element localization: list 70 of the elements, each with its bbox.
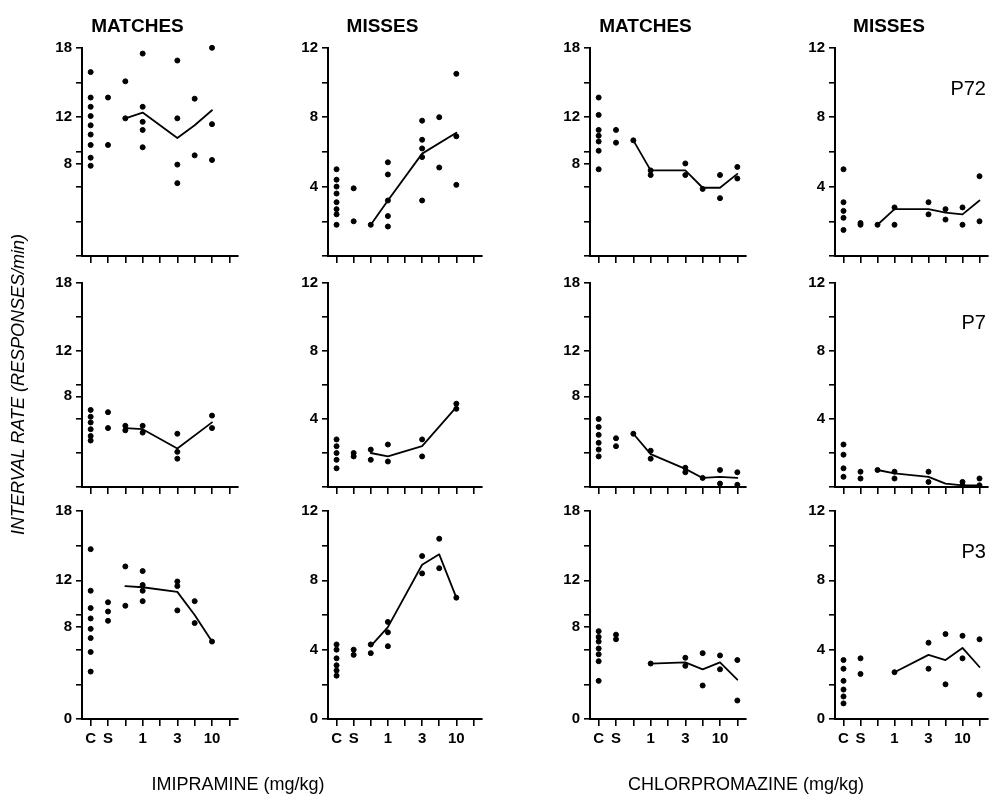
x-tick-label: C — [593, 729, 605, 747]
y-tick-label: 0 — [816, 709, 825, 727]
x-tick-label: 1 — [138, 729, 147, 747]
x-tick-label: 1 — [646, 729, 655, 747]
y-tick-label: 8 — [63, 153, 72, 171]
x-tick-label: S — [102, 729, 114, 747]
annotation: P72 — [950, 76, 986, 99]
y-tick-label: 0 — [309, 709, 318, 727]
y-tick-label: 12 — [808, 273, 825, 291]
annotation: P7 — [961, 311, 986, 334]
x-tick-label: C — [85, 729, 97, 747]
annotation: P3 — [961, 540, 986, 563]
chart-title: MATCHES — [599, 14, 692, 36]
y-tick-label: 18 — [55, 37, 72, 55]
y-tick-label: 4 — [816, 639, 826, 657]
y-tick-label: 4 — [309, 176, 319, 194]
y-tick-label: 4 — [309, 639, 319, 657]
chart-title: MISSES — [346, 14, 419, 36]
x-tick-label: 3 — [924, 729, 933, 747]
y-tick-label: 0 — [571, 709, 580, 727]
y-tick-label: 12 — [55, 107, 72, 125]
y-tick-label: 12 — [55, 570, 72, 588]
y-tick-label: 12 — [301, 37, 318, 55]
x-tick-label: 1 — [383, 729, 393, 747]
x-tick-label: 10 — [447, 729, 465, 747]
y-tick-label: 8 — [816, 341, 825, 359]
y-tick-label: 8 — [571, 386, 580, 404]
x-tick-label: C — [838, 729, 850, 747]
y-tick-label: 4 — [309, 409, 319, 427]
chart-title: MATCHES — [91, 14, 184, 36]
y-tick-label: 12 — [563, 570, 580, 588]
x-tick-label: 3 — [681, 729, 690, 747]
y-tick-label: 4 — [816, 176, 826, 194]
x-tick-label: 3 — [173, 729, 182, 747]
y-tick-label: 4 — [816, 409, 826, 427]
x-tick-label: S — [610, 729, 622, 747]
y-tick-label: 0 — [63, 709, 72, 727]
y-tick-label: 12 — [55, 341, 72, 359]
x-tick-label: C — [331, 729, 343, 747]
y-tick-label: 12 — [808, 37, 825, 55]
y-tick-label: 8 — [63, 616, 72, 634]
y-tick-label: 18 — [55, 501, 72, 519]
x-tick-label: 10 — [954, 729, 971, 747]
y-tick-label: 12 — [301, 273, 318, 291]
y-tick-label: 18 — [563, 501, 580, 519]
x-tick-label: S — [855, 729, 866, 747]
y-tick-label: 8 — [816, 107, 825, 125]
chart-title: MISSES — [853, 14, 925, 36]
x-tick-label: 10 — [203, 729, 221, 747]
y-tick-label: 12 — [808, 501, 825, 519]
x-tick-label: 10 — [711, 729, 729, 747]
y-tick-label: 8 — [816, 570, 825, 588]
y-tick-label: 8 — [309, 341, 318, 359]
y-tick-label: 12 — [301, 501, 318, 519]
x-tick-label: S — [348, 729, 359, 747]
y-tick-label: 8 — [571, 153, 580, 171]
y-tick-label: 8 — [309, 570, 318, 588]
y-tick-label: 18 — [55, 273, 72, 291]
y-axis-title: INTERVAL RATE (RESPONSES/min) — [8, 233, 30, 535]
x-tick-label: 1 — [890, 729, 899, 747]
x-axis-title: CHLORPROMAZINE (mg/kg) — [628, 774, 865, 795]
y-tick-label: 12 — [563, 107, 580, 125]
x-axis-title: IMIPRAMINE (mg/kg) — [151, 774, 325, 795]
y-tick-label: 8 — [571, 616, 580, 634]
y-tick-label: 8 — [63, 386, 72, 404]
x-tick-label: 3 — [417, 729, 427, 747]
y-tick-label: 8 — [309, 107, 318, 125]
y-tick-label: 18 — [563, 37, 580, 55]
y-tick-label: 18 — [563, 273, 580, 291]
y-tick-label: 12 — [563, 341, 580, 359]
